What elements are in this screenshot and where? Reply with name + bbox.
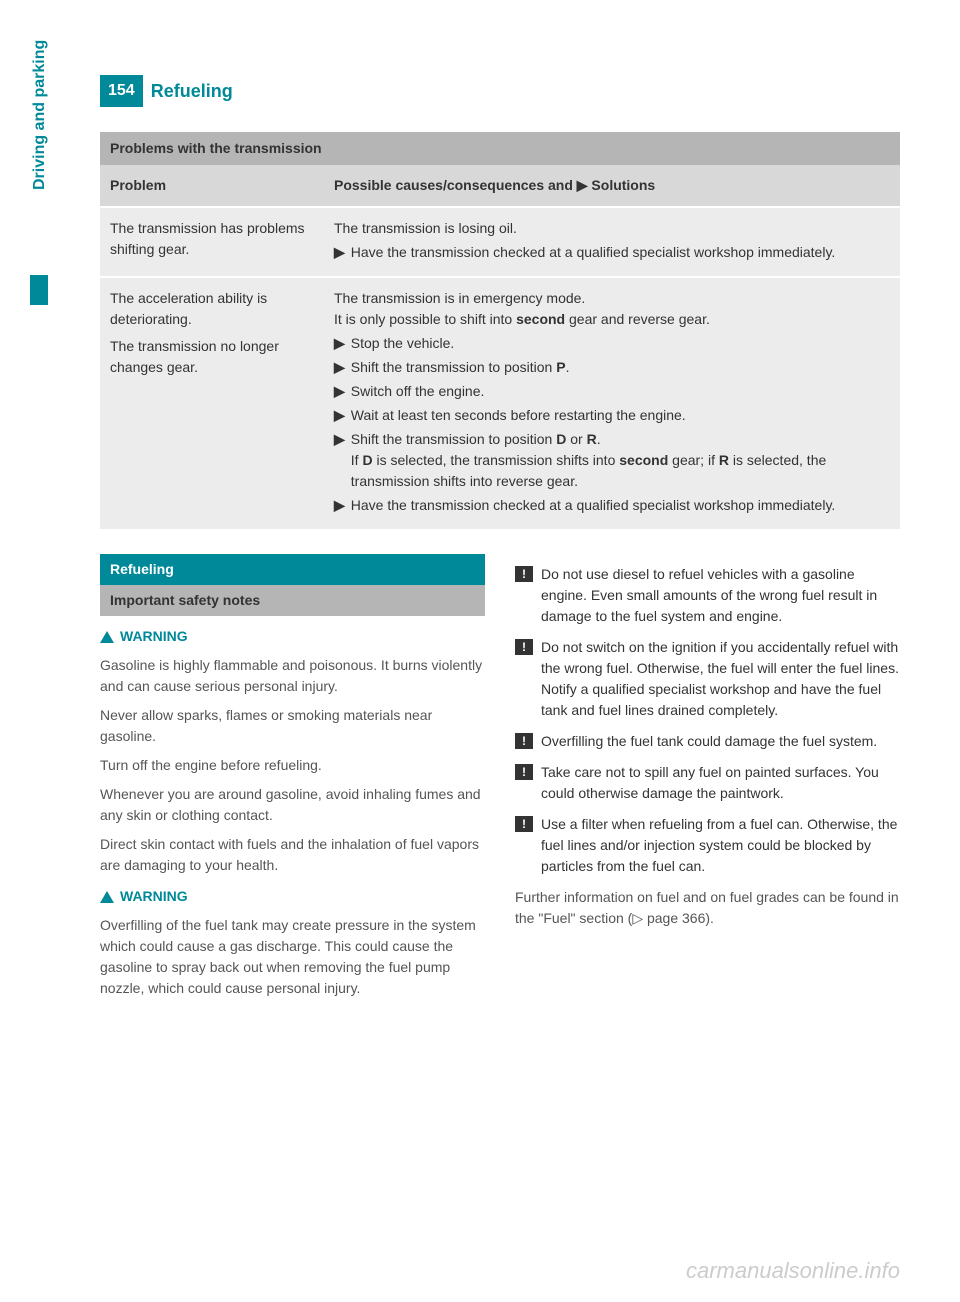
note-text: Overfilling the fuel tank could damage t… xyxy=(541,731,900,752)
page-header: 154 Refueling xyxy=(100,75,900,107)
caution-note: ! Use a filter when refueling from a fue… xyxy=(515,814,900,877)
table-header-row: Problem Possible causes/consequences and… xyxy=(100,165,900,207)
footer-paragraph: Further information on fuel and on fuel … xyxy=(515,887,900,929)
caution-note: ! Do not switch on the ignition if you a… xyxy=(515,637,900,721)
arrow-icon: ▶ xyxy=(334,429,345,492)
warning-label: WARNING xyxy=(120,626,188,647)
warning-label: WARNING xyxy=(120,886,188,907)
warning-paragraph: Gasoline is highly flammable and poisono… xyxy=(100,655,485,697)
warning-triangle-icon xyxy=(100,631,114,643)
problem-text: The transmission no longer changes gear. xyxy=(110,336,314,378)
col-header-solutions: Possible causes/consequences and ▶ Solut… xyxy=(324,165,900,207)
solution-bullet: ▶ Stop the vehicle. xyxy=(334,333,890,354)
arrow-icon: ▶ xyxy=(334,333,345,354)
safety-notes-header: Important safety notes xyxy=(100,585,485,616)
cause-text: The transmission is in emergency mode. xyxy=(334,288,890,309)
page-title: Refueling xyxy=(151,78,233,105)
exclamation-icon: ! xyxy=(515,816,533,832)
warning-paragraph: Overfilling of the fuel tank may create … xyxy=(100,915,485,999)
exclamation-icon: ! xyxy=(515,566,533,582)
two-column-layout: Refueling Important safety notes WARNING… xyxy=(100,554,900,1007)
exclamation-icon: ! xyxy=(515,639,533,655)
left-column: Refueling Important safety notes WARNING… xyxy=(100,554,485,1007)
solution-bullet: ▶ Wait at least ten seconds before resta… xyxy=(334,405,890,426)
problem-cell: The transmission has problems shifting g… xyxy=(100,207,324,277)
table-row: The transmission has problems shifting g… xyxy=(100,207,900,277)
caution-note: ! Overfilling the fuel tank could damage… xyxy=(515,731,900,752)
col-header-problem: Problem xyxy=(100,165,324,207)
solution-bullet: ▶ Shift the transmission to position P. xyxy=(334,357,890,378)
solution-bullet: ▶ Have the transmission checked at a qua… xyxy=(334,495,890,516)
exclamation-icon: ! xyxy=(515,733,533,749)
section-header-transmission: Problems with the transmission xyxy=(100,132,900,165)
warning-header: WARNING xyxy=(100,886,485,907)
refueling-header: Refueling xyxy=(100,554,485,585)
note-text: Take care not to spill any fuel on paint… xyxy=(541,762,900,804)
exclamation-icon: ! xyxy=(515,764,533,780)
problems-table: Problem Possible causes/consequences and… xyxy=(100,165,900,529)
warning-paragraph: Whenever you are around gasoline, avoid … xyxy=(100,784,485,826)
cause-text: The transmission is losing oil. xyxy=(334,218,890,239)
page-content: 154 Refueling Problems with the transmis… xyxy=(0,0,960,1047)
warning-header: WARNING xyxy=(100,626,485,647)
arrow-icon: ▶ xyxy=(334,242,345,263)
page-number: 154 xyxy=(100,75,143,107)
watermark: carmanualsonline.info xyxy=(686,1254,900,1287)
arrow-icon: ▶ xyxy=(334,405,345,426)
solution-cell: The transmission is in emergency mode. I… xyxy=(324,277,900,529)
note-text: Use a filter when refueling from a fuel … xyxy=(541,814,900,877)
problem-cell: The acceleration ability is deterioratin… xyxy=(100,277,324,529)
right-column: ! Do not use diesel to refuel vehicles w… xyxy=(515,554,900,1007)
caution-note: ! Do not use diesel to refuel vehicles w… xyxy=(515,564,900,627)
arrow-icon: ▶ xyxy=(334,381,345,402)
solution-text: Have the transmission checked at a quali… xyxy=(351,495,836,516)
arrow-icon: ▶ xyxy=(334,357,345,378)
note-text: Do not use diesel to refuel vehicles wit… xyxy=(541,564,900,627)
note-text: Do not switch on the ignition if you acc… xyxy=(541,637,900,721)
warning-paragraph: Never allow sparks, flames or smoking ma… xyxy=(100,705,485,747)
solution-text: Switch off the engine. xyxy=(351,381,485,402)
solution-text: Shift the transmission to position P. xyxy=(351,357,570,378)
caution-note: ! Take care not to spill any fuel on pai… xyxy=(515,762,900,804)
solution-bullet: ▶ Have the transmission checked at a qua… xyxy=(334,242,890,263)
solution-text: Wait at least ten seconds before restart… xyxy=(351,405,686,426)
solution-text: Stop the vehicle. xyxy=(351,333,455,354)
solution-bullet: ▶ Switch off the engine. xyxy=(334,381,890,402)
warning-triangle-icon xyxy=(100,891,114,903)
table-row: The acceleration ability is deterioratin… xyxy=(100,277,900,529)
solution-cell: The transmission is losing oil. ▶ Have t… xyxy=(324,207,900,277)
cause-text: It is only possible to shift into second… xyxy=(334,309,890,330)
solution-text: Shift the transmission to position D or … xyxy=(351,429,890,492)
problem-text: The acceleration ability is deterioratin… xyxy=(110,288,314,330)
warning-paragraph: Direct skin contact with fuels and the i… xyxy=(100,834,485,876)
solution-bullet: ▶ Shift the transmission to position D o… xyxy=(334,429,890,492)
arrow-icon: ▶ xyxy=(334,495,345,516)
warning-paragraph: Turn off the engine before refueling. xyxy=(100,755,485,776)
solution-text: Have the transmission checked at a quali… xyxy=(351,242,836,263)
